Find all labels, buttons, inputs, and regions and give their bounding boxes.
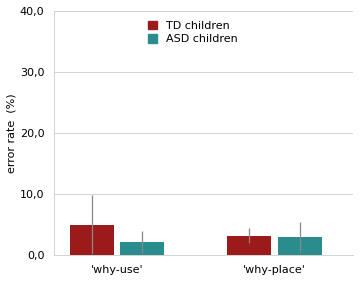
Bar <box>120 242 164 255</box>
Legend: TD children, ASD children: TD children, ASD children <box>143 17 242 49</box>
Bar <box>227 236 271 255</box>
Y-axis label: error rate  (%): error rate (%) <box>7 93 17 173</box>
Bar <box>278 237 321 255</box>
Bar <box>70 225 114 255</box>
